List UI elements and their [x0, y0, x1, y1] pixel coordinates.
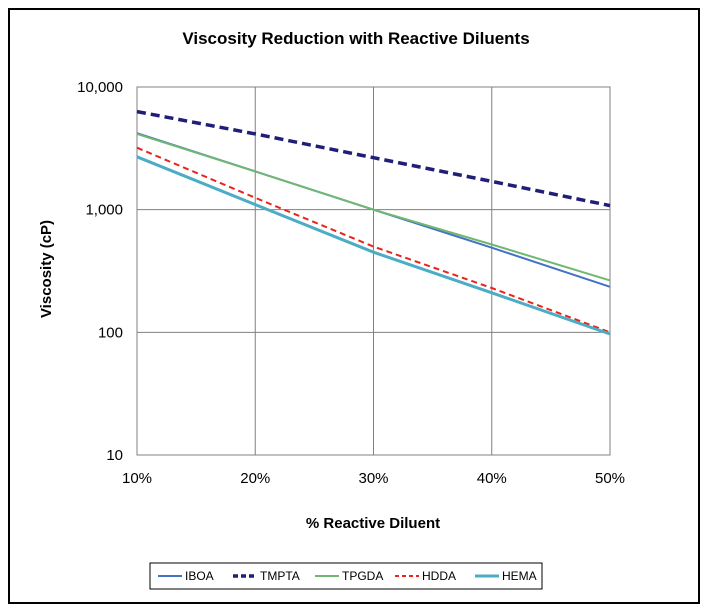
series-line-tpgda — [136, 132, 611, 282]
series-lines — [136, 109, 611, 336]
y-axis-label: Viscosity (cP) — [38, 220, 55, 318]
chart-frame — [8, 8, 700, 604]
chart-title: Viscosity Reduction with Reactive Diluen… — [182, 29, 529, 48]
series-line-hdda — [136, 146, 611, 334]
legend-label-iboa: IBOA — [185, 569, 214, 583]
x-tick-label: 20% — [240, 470, 270, 487]
x-tick-label: 40% — [477, 470, 507, 487]
y-tick-label: 1,000 — [85, 202, 123, 219]
y-tick-label: 10,000 — [77, 79, 123, 96]
y-tick-label: 100 — [98, 324, 123, 341]
x-tick-label: 50% — [595, 470, 625, 487]
legend-label-hdda: HDDA — [422, 569, 456, 583]
grid-lines — [136, 86, 611, 456]
x-axis-ticks: 10% 20% 30% 40% 50% — [122, 470, 625, 487]
x-axis-label: % Reactive Diluent — [306, 515, 440, 532]
x-tick-label: 10% — [122, 470, 152, 487]
y-axis-ticks: 10 100 1,000 10,000 — [77, 79, 123, 464]
series-line-tmpta — [136, 109, 611, 208]
legend-label-tmpta: TMPTA — [260, 569, 300, 583]
x-tick-label: 30% — [358, 470, 388, 487]
legend: IBOA TMPTA TPGDA HDDA HEMA — [158, 569, 537, 583]
legend-label-hema: HEMA — [502, 569, 537, 583]
y-tick-label: 10 — [106, 447, 123, 464]
plot-area — [136, 86, 611, 456]
series-line-hema — [136, 155, 611, 336]
legend-label-tpgda: TPGDA — [342, 569, 383, 583]
